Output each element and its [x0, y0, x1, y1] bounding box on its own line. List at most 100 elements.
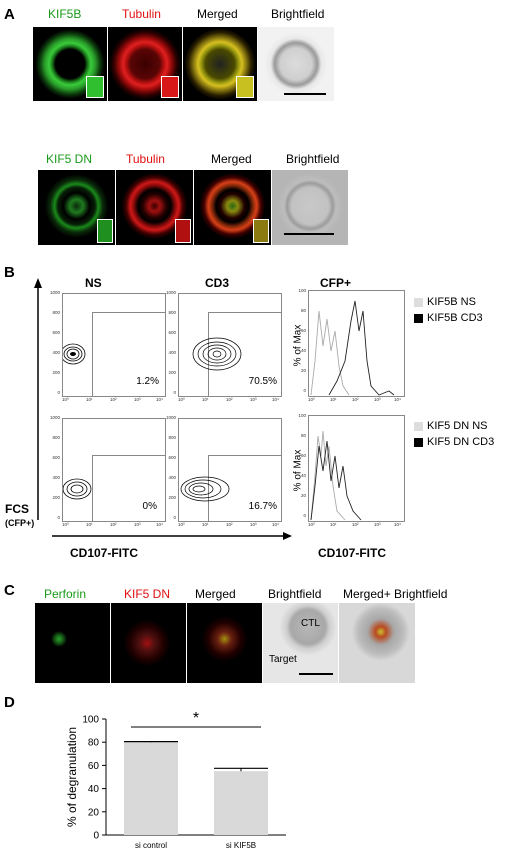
bar	[214, 771, 268, 835]
tubulin-inset-2	[175, 219, 191, 243]
brightfield-image-2	[272, 170, 348, 245]
legend-swatch-light	[414, 421, 423, 431]
hist-y-ticks-bottom: 100 80 60 40 20 0	[298, 413, 306, 518]
x-ticks-col2-bottom: 10⁰ 10¹ 10² 10³ 10⁴	[178, 522, 279, 527]
histogram-bottom-curves	[310, 430, 362, 521]
legend-swatch-dark	[414, 313, 423, 323]
cell-label-ctl: CTL	[301, 618, 320, 629]
contour-plot-cd3-top: 70.5%	[178, 293, 282, 397]
contour-plot-cd3-bottom: 16.7%	[178, 418, 282, 522]
y-tick-label: 60	[88, 761, 100, 772]
col-header-ns: NS	[85, 276, 102, 290]
y-tick-label: 40	[88, 784, 100, 795]
perforin-image	[35, 603, 110, 683]
merged-image-1	[183, 27, 257, 101]
histogram-bottom	[308, 415, 405, 522]
gate-cd3-top	[208, 312, 282, 397]
x-axis-label-right: CD107-FITC	[318, 546, 387, 560]
y-ticks-col2-top: 1000 800 600 400 200 0	[165, 290, 176, 395]
y-ticks-col2-bottom: 1000 800 600 400 200 0	[165, 415, 176, 520]
kif5b-inset	[86, 76, 104, 98]
label-kif5-dn-c: KIF5 DN	[124, 587, 171, 601]
scale-bar-c	[299, 673, 333, 675]
scale-bar-2	[284, 233, 334, 235]
y-axis-label-cfp: (CFP+)	[5, 518, 35, 528]
y-ticks-col1-top: 1000 800 600 400 200 0	[49, 290, 60, 395]
merged-image-c	[187, 603, 262, 683]
label-perforin: Perforin	[44, 587, 87, 601]
x-tick-label: si control	[135, 841, 167, 850]
tubulin-image-2	[116, 170, 193, 245]
contours-cd3-top	[192, 337, 242, 371]
x-ticks-col2-top: 10⁰ 10¹ 10² 10³ 10⁴	[178, 397, 279, 402]
label-merged-brightfield-c: Merged+ Brightfield	[343, 587, 448, 601]
histogram-top-curves	[310, 300, 395, 396]
contours-cd3-bottom	[180, 476, 230, 502]
tubulin-inset-1	[161, 76, 179, 98]
x-axis-label-left: CD107-FITC	[70, 546, 139, 560]
y-axis-title: % of degranulation	[65, 727, 79, 827]
hist-x-ticks-top: 10⁰ 10¹ 10² 10³ 10⁴	[308, 397, 401, 402]
kif5b-image	[33, 27, 107, 101]
kif5-dn-inset	[97, 219, 113, 243]
kif5-dn-image	[38, 170, 115, 245]
merged-inset-1	[236, 76, 254, 98]
gate-ns-top	[92, 312, 166, 397]
label-brightfield-2: Brightfield	[286, 152, 340, 166]
contour-plot-ns-top: 1.2%	[62, 293, 166, 397]
y-tick-label: 0	[93, 831, 99, 842]
merged-inset-2	[253, 219, 269, 243]
gate-ns-bottom	[92, 455, 166, 522]
merged-brightfield-image-c	[339, 603, 415, 683]
col-header-cd3: CD3	[205, 276, 230, 290]
contours-ns-bottom	[63, 478, 92, 500]
panel-a-letter: A	[4, 6, 15, 23]
legend-kif5b-ns: KIF5B NS	[414, 296, 476, 308]
scale-bar-1	[284, 93, 326, 95]
x-ticks-col1-top: 10⁰ 10¹ 10² 10³ 10⁴	[62, 397, 163, 402]
legend-kif5b-cd3: KIF5B CD3	[414, 312, 483, 324]
histogram-top	[308, 290, 405, 397]
contours-ns-top	[63, 343, 86, 365]
panel-c-letter: C	[4, 582, 15, 599]
legend-kif5-dn-cd3: KIF5 DN CD3	[414, 436, 494, 448]
significance-marker: *	[193, 710, 199, 727]
label-kif5b: KIF5B	[48, 7, 82, 21]
legend-swatch-dark	[414, 437, 423, 447]
x-tick-label: si KIF5B	[226, 841, 256, 850]
label-tubulin-2: Tubulin	[126, 152, 165, 166]
merged-image-2	[194, 170, 271, 245]
kif5-dn-image-c	[111, 603, 186, 683]
hist-y-ticks-top: 100 80 60 40 20 0	[298, 288, 306, 393]
y-ticks-col1-bottom: 1000 800 600 400 200 0	[49, 415, 60, 520]
contour-plot-ns-bottom: 0%	[62, 418, 166, 522]
y-tick-label: 20	[88, 807, 100, 818]
label-tubulin-1: Tubulin	[122, 7, 161, 21]
bar-chart-layer: 0 20 40 60 80 100% of degranulation si control…	[65, 710, 286, 850]
percent-cd3-bottom: 16.7%	[248, 501, 277, 512]
x-ticks-col1-bottom: 10⁰ 10¹ 10² 10³ 10⁴	[62, 522, 163, 527]
panel-d-letter: D	[4, 694, 15, 711]
label-merged-1: Merged	[197, 7, 238, 21]
label-brightfield-1: Brightfield	[271, 7, 325, 21]
tubulin-image-1	[108, 27, 182, 101]
y-tick-label: 100	[82, 715, 99, 726]
legend-kif5-dn-ns: KIF5 DN NS	[414, 420, 488, 432]
gate-cd3-bottom	[208, 455, 282, 522]
y-tick-label: 80	[88, 738, 100, 749]
brightfield-image-c: CTL Target	[263, 603, 338, 683]
panel-b-letter: B	[4, 264, 15, 281]
percent-ns-top: 1.2%	[136, 376, 159, 387]
label-merged-2: Merged	[211, 152, 252, 166]
bar	[124, 742, 178, 835]
label-merged-c: Merged	[195, 587, 236, 601]
label-brightfield-c: Brightfield	[268, 587, 322, 601]
cell-label-target: Target	[269, 654, 297, 665]
label-kif5-dn: KIF5 DN	[46, 152, 93, 166]
y-axis-label-fcs: FCS	[5, 502, 29, 516]
percent-cd3-top: 70.5%	[248, 376, 277, 387]
percent-ns-bottom: 0%	[142, 501, 157, 512]
legend-swatch-light	[414, 297, 423, 307]
col-header-cfp: CFP+	[320, 276, 352, 290]
